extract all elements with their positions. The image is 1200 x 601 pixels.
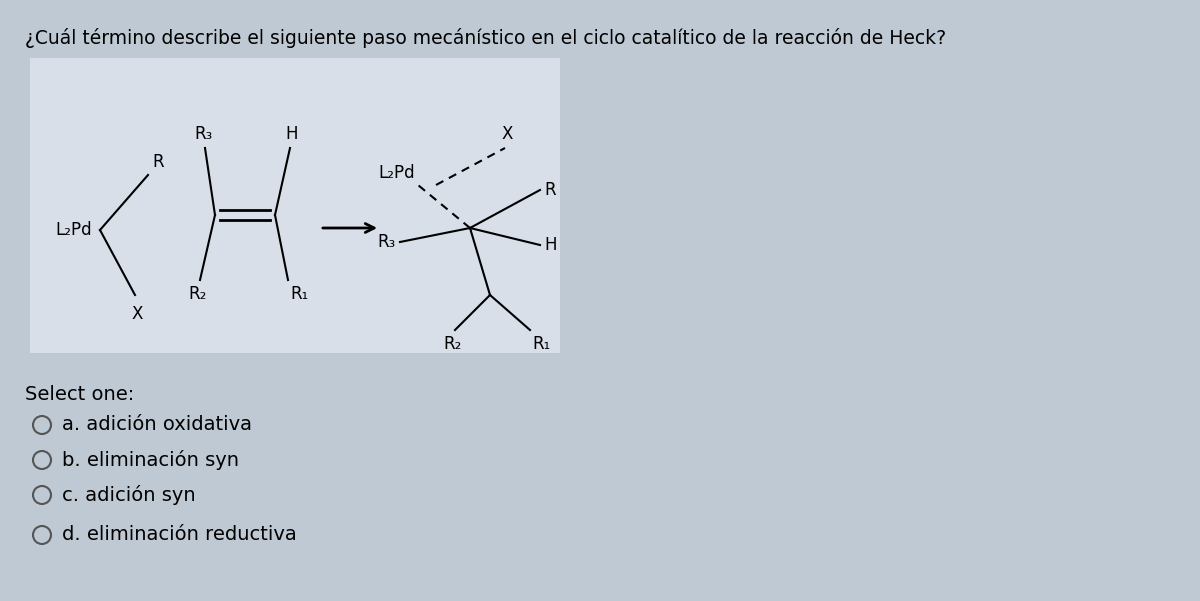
Text: X: X: [131, 305, 143, 323]
Text: H: H: [544, 236, 557, 254]
Text: ¿Cuál término describe el siguiente paso mecánístico en el ciclo catalítico de l: ¿Cuál término describe el siguiente paso…: [25, 28, 946, 48]
Text: d. eliminación reductiva: d. eliminación reductiva: [62, 525, 296, 545]
Text: R: R: [544, 181, 556, 199]
Text: Select one:: Select one:: [25, 385, 134, 404]
Text: R₂: R₂: [444, 335, 462, 353]
Text: R₃: R₃: [378, 233, 396, 251]
Text: R₃: R₃: [194, 125, 212, 143]
Text: R: R: [152, 153, 163, 171]
Text: H: H: [286, 125, 299, 143]
Text: c. adición syn: c. adición syn: [62, 485, 196, 505]
Text: R₁: R₁: [290, 285, 308, 303]
Text: L₂Pd: L₂Pd: [378, 164, 415, 182]
Text: R₁: R₁: [532, 335, 551, 353]
Text: X: X: [502, 125, 512, 143]
Text: b. eliminación syn: b. eliminación syn: [62, 450, 239, 470]
Text: R₂: R₂: [188, 285, 208, 303]
Text: a. adición oxidativa: a. adición oxidativa: [62, 415, 252, 435]
FancyBboxPatch shape: [30, 58, 560, 353]
Text: L₂Pd: L₂Pd: [55, 221, 92, 239]
